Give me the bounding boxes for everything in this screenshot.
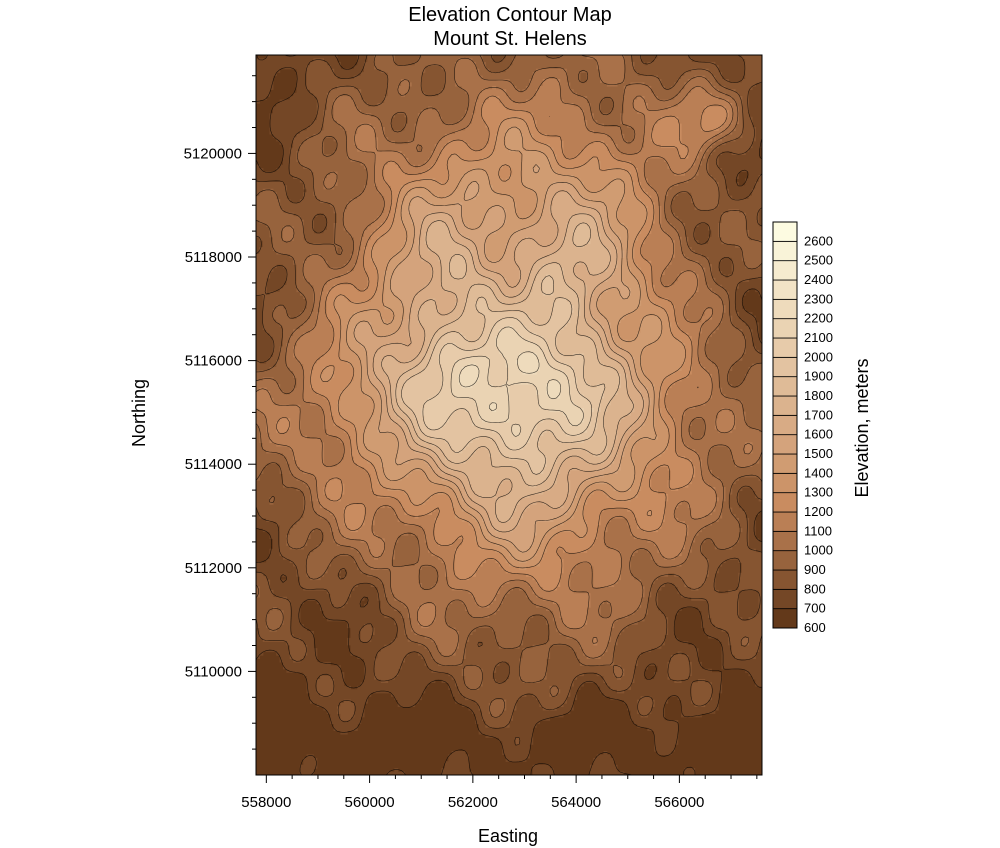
contour-band-1100: [256, 79, 753, 646]
colorbar-swatch-2500: [772, 240, 798, 262]
colorbar-tick-label: 1000: [804, 543, 833, 558]
contour-band-600: [256, 55, 762, 775]
colorbar-swatch-1700: [772, 395, 798, 416]
contour-band-1900: [401, 274, 605, 474]
y-tick-label: 5116000: [185, 353, 242, 370]
colorbar-swatch-1300: [772, 472, 798, 494]
contour-line-1000: [256, 55, 762, 659]
contour-line-1800: [395, 222, 620, 487]
contour-band-1200: [276, 96, 729, 591]
x-tick-label: 560000: [345, 794, 395, 811]
colorbar-swatch-800: [772, 569, 798, 590]
colorbar-swatch-1000: [772, 530, 798, 552]
colorbar-tick-label: 2500: [804, 253, 833, 268]
colorbar-tick-label: 1500: [804, 446, 833, 461]
colorbar-swatch-900: [772, 550, 798, 571]
y-tick-label: 5120000: [184, 145, 242, 162]
y-axis-label: Northing: [129, 379, 149, 447]
colorbar-tick-label: 1300: [804, 485, 833, 500]
colorbar-swatch-1800: [772, 376, 798, 397]
colorbar-tick-label: 800: [804, 581, 826, 596]
y-axis: 5110000 5112000 5114000 5116000 5118000 51200…: [184, 75, 256, 750]
colorbar-tick-label: 700: [804, 601, 826, 616]
colorbar-swatch-600: [772, 608, 798, 629]
colorbar-tick-label: 1400: [804, 465, 833, 480]
colorbar-swatch-1100: [772, 511, 798, 532]
colorbar-tick-label: 900: [804, 562, 826, 577]
colorbar-swatch-2300: [772, 279, 798, 300]
colorbar-tick-label: 2600: [804, 233, 833, 248]
colorbar-tick-label: 2000: [804, 349, 833, 364]
contour-plot-area: [256, 55, 762, 775]
chart-title: Elevation Contour Map: [408, 4, 611, 26]
colorbar-tick-label: 1700: [804, 407, 833, 422]
contour-band-2100: [451, 325, 584, 437]
colorbar-swatch-1600: [772, 414, 798, 436]
colorbar-tick-label: 2300: [804, 291, 833, 306]
colorbar-swatch-2000: [772, 337, 798, 358]
colorbar-tick-label: 1800: [804, 388, 833, 403]
contour-line-900: [256, 55, 762, 718]
colorbar-label: Elevation, meters: [852, 358, 872, 497]
contour-line-1500: [353, 164, 650, 553]
colorbar-tick-label: 2100: [804, 330, 833, 345]
x-axis-label: Easting: [478, 826, 538, 846]
y-tick-label: 5110000: [185, 663, 242, 680]
chart-subtitle: Mount St. Helens: [433, 28, 586, 50]
colorbar-tick-label: 1900: [804, 369, 833, 384]
contour-bands: [256, 55, 762, 775]
colorbar-tick-label: 1100: [804, 523, 832, 538]
contour-line-2100: [450, 326, 584, 437]
colorbar-swatch-1900: [772, 356, 798, 378]
x-tick-label: 558000: [241, 794, 291, 811]
x-axis: 558000 560000 562000 564000 566000: [241, 775, 758, 811]
contour-line-700: [256, 55, 762, 775]
x-tick-label: 566000: [654, 794, 704, 811]
contour-band-2200: [458, 353, 561, 413]
colorbar-swatch-2200: [772, 298, 798, 320]
colorbar-swatch-2100: [772, 318, 798, 339]
contour-line-2000: [422, 317, 592, 451]
contour-line-1400: [346, 126, 663, 562]
contour-band-1800: [394, 223, 621, 488]
contour-line-1200: [276, 95, 728, 592]
colorbar-swatch-1500: [772, 434, 798, 455]
contour-line-2200: [458, 351, 561, 412]
x-tick-label: 562000: [448, 794, 498, 811]
colorbar-swatch-1200: [772, 492, 798, 513]
x-tick-label: 564000: [551, 794, 601, 811]
colorbar-tick-label: 2400: [804, 272, 833, 287]
colorbar-swatch-700: [772, 588, 798, 610]
colorbar-tick-label: 600: [804, 620, 826, 635]
y-tick-label: 5118000: [185, 249, 242, 266]
contour-line-1700: [381, 213, 634, 523]
colorbar: 600 700 800 900 1000 1100 1200 1300 1400 1500 1600…: [772, 221, 833, 635]
colorbar-swatch-2400: [772, 260, 798, 281]
contour-line-1300: [320, 117, 686, 569]
colorbar-tick-label: 2200: [804, 311, 833, 326]
contour-line-1100: [256, 77, 753, 644]
colorbar-tick-label: 1200: [804, 504, 833, 519]
plot-frame: [255, 54, 763, 776]
colorbar-frame: [772, 221, 798, 629]
contour-line-1600: [372, 190, 644, 533]
contour-line-1900: [401, 275, 606, 475]
y-tick-label: 5114000: [185, 456, 242, 473]
colorbar-swatch-2600: [772, 221, 798, 242]
colorbar-swatch-1400: [772, 453, 798, 474]
y-tick-label: 5112000: [185, 560, 242, 577]
colorbar-tick-label: 1600: [804, 427, 833, 442]
contour-band-2000: [421, 319, 594, 450]
